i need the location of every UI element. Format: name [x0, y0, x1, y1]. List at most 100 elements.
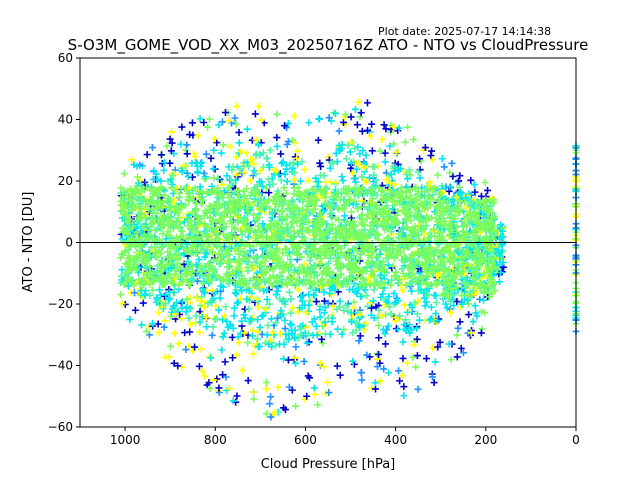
scatter-point — [263, 286, 271, 294]
scatter-point — [203, 323, 211, 331]
scatter-point — [320, 297, 328, 305]
scatter-point — [217, 282, 225, 290]
scatter-point — [447, 309, 455, 317]
scatter-point — [238, 317, 246, 325]
scatter-point — [456, 172, 464, 180]
scatter-point — [333, 362, 341, 370]
scatter-point — [426, 315, 434, 323]
scatter-point — [219, 141, 227, 149]
scatter-point — [421, 302, 429, 310]
scatter-point — [400, 392, 408, 400]
scatter-point — [277, 176, 285, 184]
scatter-point — [182, 146, 190, 154]
scatter-point — [406, 166, 414, 174]
scatter-point — [174, 362, 182, 370]
scatter-point — [159, 304, 167, 312]
scatter-point — [133, 162, 141, 170]
scatter-point — [329, 302, 337, 310]
scatter-point — [253, 335, 261, 343]
scatter-point — [245, 287, 253, 295]
scatter-point — [396, 312, 404, 320]
scatter-point — [283, 177, 291, 185]
scatter-point — [288, 330, 296, 338]
scatter-point — [209, 323, 217, 331]
scatter-point — [328, 318, 336, 326]
scatter-point — [430, 225, 438, 233]
scatter-point — [381, 149, 389, 157]
scatter-point — [233, 351, 241, 359]
scatter-point — [356, 311, 364, 319]
scatter-point — [416, 316, 424, 324]
scatter-point — [367, 304, 375, 312]
scatter-point — [252, 170, 260, 178]
scatter-point — [161, 317, 169, 325]
scatter-point — [218, 346, 226, 354]
scatter-point — [319, 339, 327, 347]
scatter-point — [370, 171, 378, 179]
scatter-point — [289, 304, 297, 312]
scatter-point — [294, 285, 302, 293]
scatter-point — [265, 340, 273, 348]
scatter-point — [223, 172, 231, 180]
scatter-point — [231, 289, 239, 297]
scatter-point — [207, 154, 215, 162]
scatter-point — [216, 294, 224, 302]
x-tick-label: 1000 — [110, 433, 141, 447]
scatter-point — [263, 331, 271, 339]
scatter-point — [340, 325, 348, 333]
scatter-point — [347, 309, 355, 317]
scatter-point — [273, 110, 281, 118]
scatter-point — [413, 335, 421, 343]
scatter-point — [392, 268, 400, 276]
scatter-point — [317, 162, 325, 170]
scatter-point — [462, 194, 470, 202]
scatter-point — [298, 297, 306, 305]
scatter-point — [148, 144, 156, 152]
scatter-point — [315, 115, 323, 123]
scatter-point — [168, 139, 176, 147]
scatter-point — [325, 114, 333, 122]
scatter-point — [334, 325, 342, 333]
scatter-point — [118, 300, 126, 308]
scatter-point — [375, 306, 383, 314]
scatter-point — [228, 166, 236, 174]
scatter-point — [448, 159, 456, 167]
scatter-point — [167, 147, 175, 155]
scatter-point — [463, 296, 471, 304]
scatter-point — [372, 385, 380, 393]
scatter-point — [438, 155, 446, 163]
scatter-point — [382, 340, 390, 348]
scatter-point — [363, 351, 371, 359]
scatter-point — [303, 392, 311, 400]
scatter-point — [375, 321, 383, 329]
scatter-point — [429, 344, 437, 352]
plot-date-annotation: Plot date: 2025-07-17 14:14:38 — [378, 25, 551, 38]
scatter-point — [149, 286, 157, 294]
scatter-point — [247, 156, 255, 164]
scatter-point — [434, 343, 442, 351]
scatter-point — [390, 140, 398, 148]
scatter-point — [395, 233, 403, 241]
y-tick-label: 40 — [58, 113, 73, 127]
scatter-point — [259, 182, 267, 190]
scatter-point — [292, 343, 300, 351]
scatter-point — [278, 159, 286, 167]
scatter-point — [156, 286, 164, 294]
scatter-point — [277, 150, 285, 158]
scatter-point — [472, 309, 480, 317]
scatter-point — [249, 388, 257, 396]
scatter-point — [379, 326, 387, 334]
scatter-point — [479, 274, 487, 282]
scatter-point — [242, 149, 250, 157]
scatter-point — [265, 300, 273, 308]
scatter-point — [252, 228, 260, 236]
scatter-point — [321, 303, 329, 311]
scatter-point — [358, 376, 366, 384]
scatter-point — [296, 304, 304, 312]
x-tick-label: 600 — [294, 433, 317, 447]
scatter-point — [256, 178, 264, 186]
scatter-point — [413, 352, 421, 360]
scatter-point — [496, 249, 504, 257]
scatter-point — [386, 179, 394, 187]
scatter-point — [387, 170, 395, 178]
